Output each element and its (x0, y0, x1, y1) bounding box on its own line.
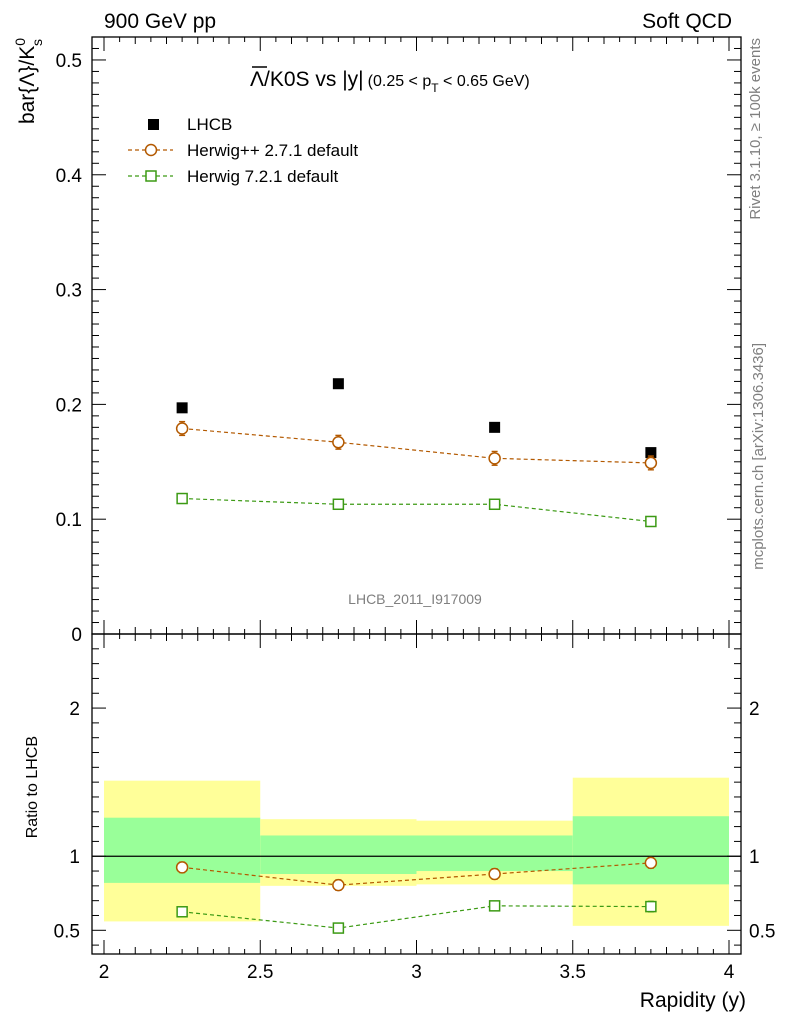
y-tick-label-ratio-right: 0.5 (749, 921, 775, 942)
axes-frame: 2 2.5 3 3.5 4 0 0.1 0.2 0.3 0.4 0.5 0.5 0.5 1 1 2 2 (54, 36, 775, 983)
x-axis-label: Rapidity (y) (640, 989, 746, 1012)
top-ylabel-sup: 0 (12, 38, 28, 46)
y-tick-label-ratio-left: 2 (69, 699, 80, 720)
ratio-point-herwigpp-1 (332, 878, 345, 892)
legend-marker-lhcb (148, 119, 159, 130)
mcplots-label: mcplots.cern.ch [arXiv:1306.3436] (750, 343, 767, 570)
legend-label-herwigpp: Herwig++ 2.7.1 default (187, 141, 358, 160)
ratio-point-herwigpp-2 (488, 867, 501, 881)
main-point-lhcb-2 (489, 421, 501, 433)
y-tick-label-main: 0.1 (56, 510, 82, 531)
y-tick-label-main: 0.3 (56, 281, 82, 302)
chart-title: Λ/K0S vs |y| (0.25 < pT < 0.65 GeV) (250, 68, 530, 95)
ratio-line-2 (182, 905, 651, 929)
title-main: Λ/K0S vs |y| (250, 68, 364, 91)
ratio-point-herwigpp-3 (644, 856, 658, 870)
rivet-label: Rivet 3.1.10, ≥ 100k events (747, 38, 764, 220)
y-tick-label-ratio-left: 1 (69, 847, 80, 868)
ratio-point-herwig7-1 (332, 922, 345, 934)
header-right: Soft QCD (642, 10, 732, 33)
main-point-herwig7-1 (332, 498, 345, 511)
main-point-lhcb-0 (176, 402, 188, 414)
legend-label-lhcb: LHCB (187, 115, 232, 134)
main-point-lhcb-3 (645, 447, 657, 459)
x-tick-label: 2 (99, 962, 110, 983)
main-point-herwigpp-3 (644, 456, 658, 470)
legend-marker-herwig7 (145, 170, 157, 182)
ratio-point-herwig7-0 (176, 906, 188, 918)
title-cut-pre: (0.25 < p (368, 73, 432, 90)
main-line-1 (182, 427, 651, 464)
bottom-y-axis-label: Ratio to LHCB (24, 736, 41, 838)
top-y-axis-label: bar{Λ}/K0s (12, 38, 45, 124)
top-ylabel-sub: s (29, 39, 45, 46)
y-tick-label-main: 0.2 (56, 395, 82, 416)
x-tick-label: 2.5 (247, 962, 273, 983)
ratio-uncertainty-bands (92, 777, 741, 926)
analysis-watermark: LHCB_2011_I917009 (348, 591, 482, 607)
x-tick-label: 3 (411, 962, 422, 983)
x-tick-label: 4 (724, 962, 735, 983)
y-tick-label-ratio-right: 2 (749, 699, 760, 720)
y-tick-label-ratio-right: 1 (749, 847, 760, 868)
ratio-band-green-1 (260, 835, 417, 874)
main-point-herwigpp-0 (175, 422, 189, 435)
main-point-lhcb-1 (332, 378, 344, 390)
main-point-herwigpp-1 (332, 436, 345, 449)
y-tick-label-main: 0 (71, 625, 82, 646)
top-ylabel-main: bar{Λ}/K (16, 46, 39, 124)
title-cut-post: < 0.65 GeV) (439, 73, 530, 90)
y-tick-label-ratio-left: 0.5 (54, 921, 80, 942)
ratio-line-1 (182, 862, 651, 886)
main-point-herwig7-3 (645, 515, 657, 528)
main-point-herwigpp-2 (488, 452, 501, 465)
ratio-point-herwigpp-0 (175, 861, 189, 874)
legend: LHCB Herwig++ 2.7.1 default Herwig 7.2.1… (128, 115, 358, 186)
header-left: 900 GeV pp (104, 10, 216, 33)
main-line-2 (182, 497, 651, 523)
ratio-band-green-3 (572, 816, 729, 885)
legend-label-herwig7: Herwig 7.2.1 default (187, 167, 338, 186)
ratio-point-herwig7-3 (645, 900, 657, 913)
main-point-herwig7-2 (488, 498, 501, 511)
legend-marker-herwigpp (144, 143, 158, 157)
title-cut-sub: T (431, 81, 439, 95)
data-series (175, 378, 658, 934)
x-tick-label: 3.5 (560, 962, 586, 983)
y-tick-label-main: 0.5 (56, 51, 82, 72)
main-point-herwig7-0 (176, 492, 188, 505)
ratio-band-green-2 (416, 835, 573, 872)
ratio-point-herwig7-2 (488, 900, 501, 912)
y-tick-label-main: 0.4 (56, 166, 83, 187)
